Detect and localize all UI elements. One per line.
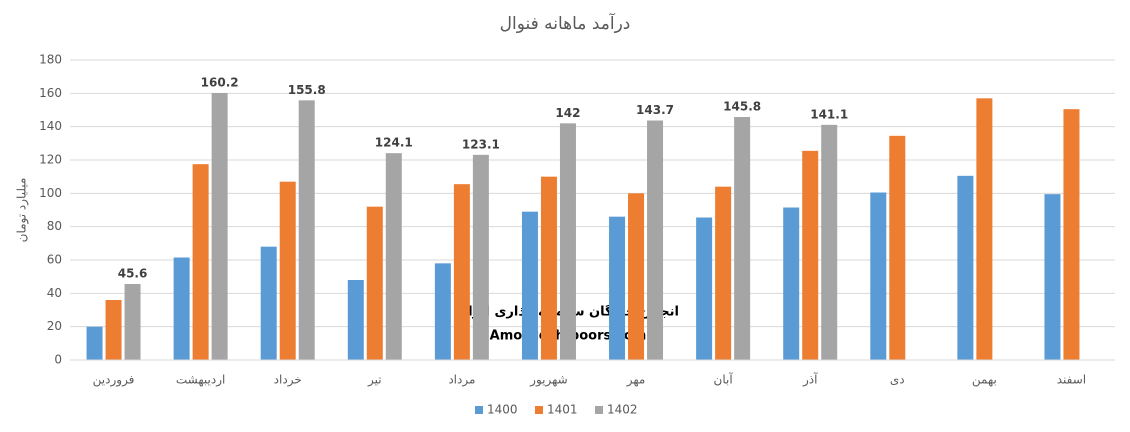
bar: [628, 193, 645, 360]
bar: [647, 120, 664, 360]
bar: [385, 153, 402, 360]
legend-swatch: [475, 406, 483, 414]
x-tick-label: آبان: [714, 372, 734, 387]
bar: [889, 135, 906, 360]
x-tick-label: اسفند: [1057, 373, 1086, 387]
x-tick-label: خرداد: [274, 373, 302, 388]
x-tick-label: فروردین: [93, 373, 135, 388]
y-tick-label: 40: [47, 286, 62, 300]
bar: [192, 164, 209, 360]
bar: [279, 181, 296, 360]
bar: [298, 100, 315, 360]
bar: [609, 216, 626, 360]
bar: [870, 192, 887, 360]
value-label: 141.1: [810, 107, 848, 121]
bar: [734, 117, 751, 360]
bar: [715, 186, 732, 360]
bar: [783, 207, 800, 360]
y-tick-label: 80: [47, 219, 62, 233]
value-label: 145.8: [723, 100, 761, 114]
x-tick-label: بهمن: [972, 373, 997, 388]
bar: [696, 217, 713, 360]
x-tick-label: دی: [890, 373, 905, 387]
bar: [821, 124, 838, 360]
value-label: 124.1: [375, 136, 413, 150]
x-tick-label: مرداد: [448, 373, 475, 388]
bar: [472, 154, 489, 360]
bar: [802, 150, 819, 360]
value-label: 142: [555, 106, 580, 120]
y-tick-label: 120: [39, 153, 62, 167]
y-tick-label: 180: [39, 53, 62, 67]
bar: [559, 123, 576, 360]
bar: [173, 257, 190, 360]
value-label: 155.8: [288, 83, 326, 97]
bar: [521, 211, 538, 360]
x-tick-label: تیر: [367, 373, 382, 388]
bar: [434, 263, 451, 360]
x-tick-label: اردیبهشت: [176, 373, 225, 388]
y-tick-label: 0: [54, 353, 62, 367]
y-tick-label: 100: [39, 186, 62, 200]
bar: [1063, 109, 1080, 361]
chart-title: درآمد ماهانه فنوال: [500, 12, 631, 34]
bar: [105, 300, 122, 360]
bar: [957, 175, 974, 360]
bar: [124, 284, 141, 360]
x-tick-label: آذر: [802, 372, 818, 388]
bar: [347, 280, 364, 360]
bar: [260, 246, 277, 360]
bar: [366, 206, 383, 360]
y-tick-label: 20: [47, 319, 62, 333]
value-label: 123.1: [462, 137, 500, 151]
bar: [211, 93, 228, 360]
y-tick-label: 160: [39, 86, 62, 100]
legend-label: 1402: [607, 403, 638, 417]
bar: [1044, 194, 1061, 360]
bar: [453, 184, 470, 360]
bar: [540, 176, 557, 360]
value-label: 45.6: [118, 267, 148, 281]
x-tick-label: مهر: [626, 373, 646, 388]
x-tick-label: شهریور: [529, 373, 568, 388]
legend-label: 1400: [487, 403, 518, 417]
y-tick-label: 140: [39, 119, 62, 133]
y-tick-label: 60: [47, 253, 62, 267]
bar: [976, 98, 993, 360]
legend-label: 1401: [547, 403, 578, 417]
value-label: 160.2: [201, 76, 239, 90]
legend-swatch: [595, 406, 603, 414]
bar: [86, 326, 103, 360]
y-axis-label: میلیارد تومان: [15, 178, 30, 243]
value-label: 143.7: [636, 103, 674, 117]
legend-swatch: [535, 406, 543, 414]
